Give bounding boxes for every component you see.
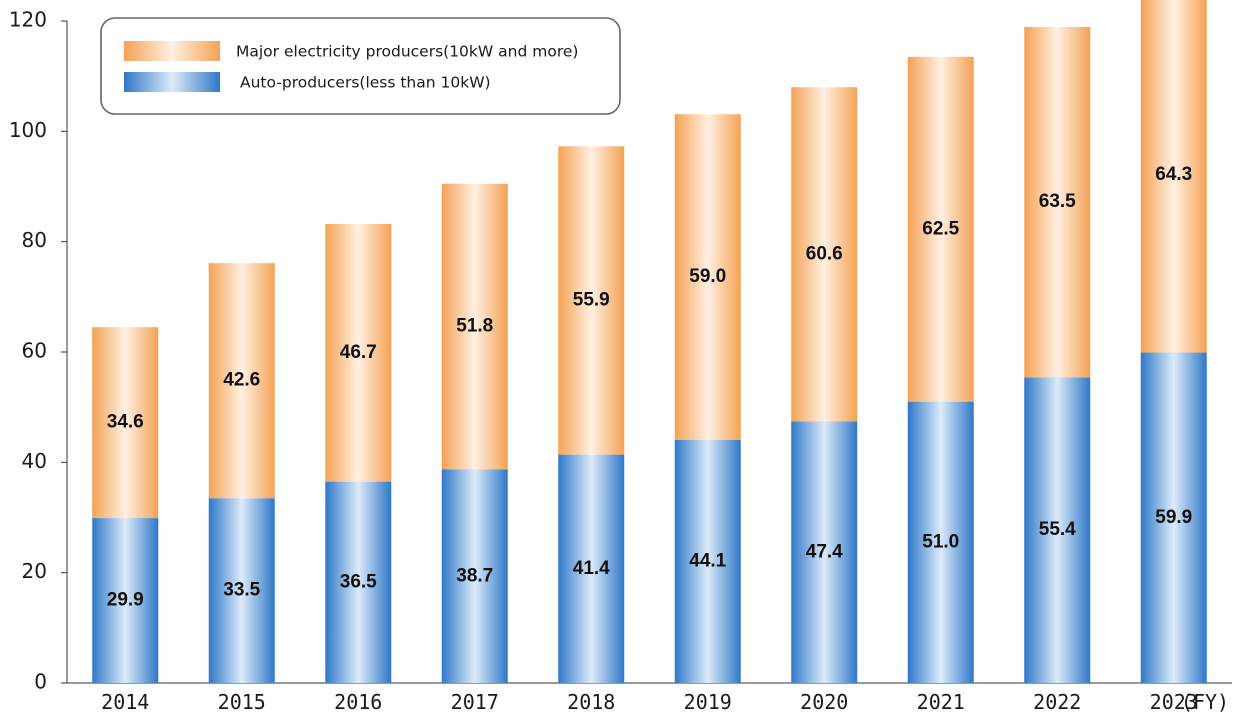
bar-auto-2022 <box>1024 377 1091 683</box>
bars <box>92 0 1207 683</box>
bar-major-2019 <box>674 114 741 440</box>
value-label-major-2021: 62.5 <box>922 218 959 239</box>
legend: Major electricity producers(10kW and mor… <box>100 17 621 115</box>
value-label-auto-2021: 51.0 <box>922 531 959 552</box>
x-axis: 2014 2015 2016 2017 2018 2019 2020 2021 2022 2023… <box>67 682 1232 714</box>
y-ticks: 0 20 40 60 80 100 120 <box>9 8 67 694</box>
value-label-auto-2018: 41.4 <box>573 558 610 579</box>
x-tick-label: 2023 <box>1150 690 1198 714</box>
y-tick-label: 20 <box>22 559 47 583</box>
value-label-major-2018: 55.9 <box>573 289 610 310</box>
value-label-major-2022: 63.5 <box>1039 191 1076 212</box>
bar-auto-2014 <box>92 518 159 683</box>
legend-label-auto: Auto-producers(less than 10kW) <box>240 74 491 92</box>
x-tick-label: 2015 <box>218 690 266 714</box>
bar-auto-2017 <box>441 469 508 683</box>
bar-major-2014 <box>92 327 159 519</box>
y-tick-label: 60 <box>22 339 47 363</box>
value-label-major-2015: 42.6 <box>223 370 260 391</box>
y-tick-label: 40 <box>22 449 47 473</box>
x-tick-label: 2018 <box>567 690 615 714</box>
value-label-auto-2019: 44.1 <box>689 550 726 571</box>
x-tick-label: 2017 <box>451 690 499 714</box>
bar-major-2021 <box>907 56 974 402</box>
bar-auto-2016 <box>325 481 392 683</box>
value-label-auto-2015: 33.5 <box>223 580 260 601</box>
legend-swatch-major <box>124 41 220 61</box>
legend-box <box>100 17 621 115</box>
bar-auto-2021 <box>907 401 974 683</box>
bar-major-2023 <box>1140 0 1207 353</box>
y-tick-label: 100 <box>9 118 47 142</box>
bar-auto-2019 <box>674 439 741 683</box>
x-tick-label: 2020 <box>800 690 848 714</box>
value-label-major-2023: 64.3 <box>1155 164 1192 185</box>
x-tick-label: 2019 <box>684 690 732 714</box>
bar-auto-2023 <box>1140 352 1207 683</box>
y-tick-label: 80 <box>22 228 47 252</box>
value-label-auto-2014: 29.9 <box>107 590 144 611</box>
y-tick-label: 0 <box>34 670 47 694</box>
value-label-major-2020: 60.6 <box>806 243 843 264</box>
bar-major-2018 <box>558 146 625 455</box>
value-labels: 29.9 34.6 33.5 42.6 36.5 46.7 38.7 51.8 41.4 55.9… <box>107 164 1192 610</box>
value-label-major-2017: 51.8 <box>456 316 493 337</box>
value-label-major-2014: 34.6 <box>107 412 144 433</box>
x-unit-label: (FY) <box>1181 690 1229 714</box>
bar-major-2016 <box>325 224 392 482</box>
value-label-auto-2020: 47.4 <box>806 541 843 562</box>
value-label-major-2019: 59.0 <box>689 266 726 287</box>
value-label-auto-2017: 38.7 <box>456 565 493 586</box>
bar-major-2015 <box>208 263 275 499</box>
legend-label-major: Major electricity producers(10kW and mor… <box>236 43 578 61</box>
x-tick-label: 2021 <box>917 690 965 714</box>
bar-auto-2018 <box>558 454 625 683</box>
bar-auto-2020 <box>791 421 858 683</box>
value-label-auto-2016: 36.5 <box>340 571 377 592</box>
x-tick-label: 2014 <box>101 690 149 714</box>
value-label-auto-2022: 55.4 <box>1039 519 1076 540</box>
x-ticks: 2014 2015 2016 2017 2018 2019 2020 2021 2022 2023… <box>101 690 1229 714</box>
value-label-auto-2023: 59.9 <box>1155 507 1192 528</box>
x-tick-label: 2016 <box>334 690 382 714</box>
legend-swatch-auto <box>124 72 220 92</box>
bar-auto-2015 <box>208 498 275 683</box>
y-axis: 0 20 40 60 80 100 120 <box>9 8 68 694</box>
bar-major-2022 <box>1024 27 1091 378</box>
value-label-major-2016: 46.7 <box>340 342 377 363</box>
bar-major-2020 <box>791 87 858 422</box>
x-tick-label: 2022 <box>1033 690 1081 714</box>
bar-major-2017 <box>441 183 508 470</box>
y-tick-label: 120 <box>9 8 47 32</box>
